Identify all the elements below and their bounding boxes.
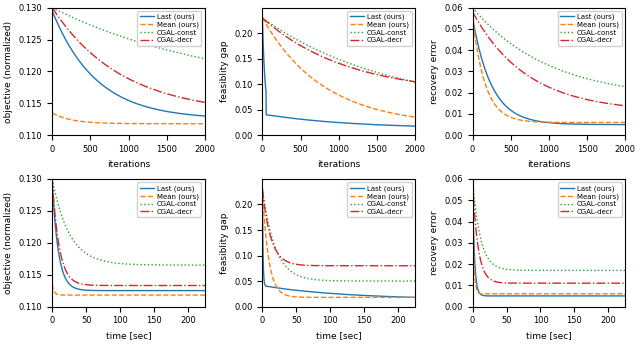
X-axis label: time [sec]: time [sec] bbox=[526, 331, 572, 340]
Legend: Last (ours), Mean (ours), CGAL-const, CGAL-decr: Last (ours), Mean (ours), CGAL-const, CG… bbox=[137, 11, 202, 46]
X-axis label: time [sec]: time [sec] bbox=[316, 331, 362, 340]
X-axis label: iterations: iterations bbox=[107, 160, 150, 169]
X-axis label: iterations: iterations bbox=[527, 160, 571, 169]
Y-axis label: recovery error: recovery error bbox=[430, 39, 439, 104]
Legend: Last (ours), Mean (ours), CGAL-const, CGAL-decr: Last (ours), Mean (ours), CGAL-const, CG… bbox=[137, 182, 202, 217]
Legend: Last (ours), Mean (ours), CGAL-const, CGAL-decr: Last (ours), Mean (ours), CGAL-const, CG… bbox=[348, 182, 412, 217]
Y-axis label: recovery error: recovery error bbox=[430, 211, 439, 275]
Legend: Last (ours), Mean (ours), CGAL-const, CGAL-decr: Last (ours), Mean (ours), CGAL-const, CG… bbox=[557, 182, 622, 217]
Y-axis label: feasiblity gap: feasiblity gap bbox=[220, 41, 228, 102]
Y-axis label: objective (normalized): objective (normalized) bbox=[4, 20, 13, 122]
X-axis label: iterations: iterations bbox=[317, 160, 360, 169]
Legend: Last (ours), Mean (ours), CGAL-const, CGAL-decr: Last (ours), Mean (ours), CGAL-const, CG… bbox=[557, 11, 622, 46]
Y-axis label: feasiblity gap: feasiblity gap bbox=[220, 212, 228, 273]
Legend: Last (ours), Mean (ours), CGAL-const, CGAL-decr: Last (ours), Mean (ours), CGAL-const, CG… bbox=[348, 11, 412, 46]
X-axis label: time [sec]: time [sec] bbox=[106, 331, 152, 340]
Y-axis label: objective (normalized): objective (normalized) bbox=[4, 192, 13, 294]
